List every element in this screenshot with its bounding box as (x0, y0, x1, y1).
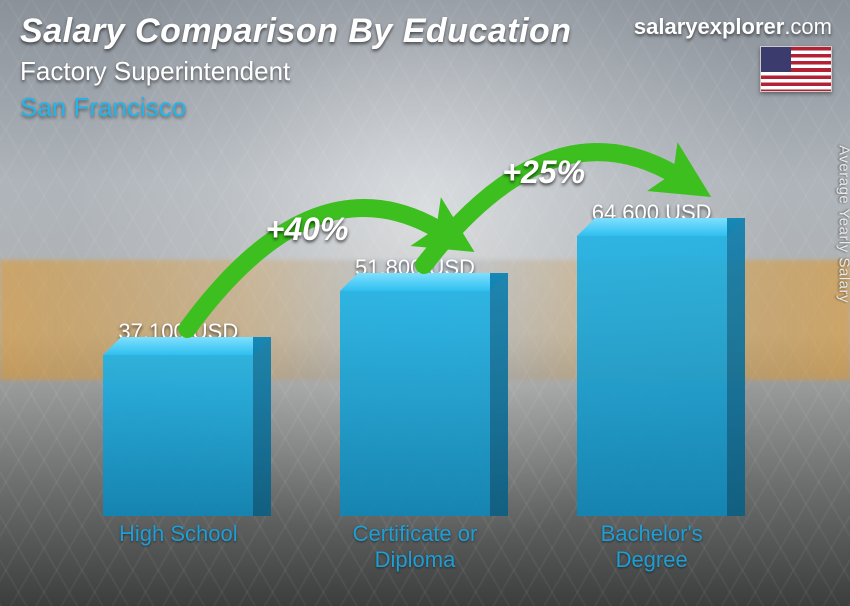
bar-label-2: Bachelor'sDegree (542, 521, 762, 572)
bars-container: 37,100 USD51,800 USD64,600 USD (60, 130, 770, 516)
bar-top-0 (103, 337, 253, 355)
bar-label-1: Certificate orDiploma (305, 521, 525, 572)
job-title: Factory Superintendent (20, 56, 290, 87)
bar-chart: 37,100 USD51,800 USD64,600 USD High Scho… (60, 130, 770, 576)
bar-side-2 (727, 218, 745, 516)
infographic-root: Salary Comparison By Education Factory S… (0, 0, 850, 606)
bar3d-0 (103, 355, 253, 516)
bar-front-1 (340, 291, 490, 516)
x-axis-labels: High School Certificate orDiploma Bachelor… (60, 521, 770, 572)
y-axis-label: Average Yearly Salary (836, 145, 850, 303)
bar-0: 37,100 USD (78, 319, 278, 516)
location-text: San Francisco (20, 92, 186, 122)
page-title: Salary Comparison By Education (20, 12, 572, 51)
bar-1: 51,800 USD (315, 255, 515, 516)
bar-label-0: High School (68, 521, 288, 572)
increase-pct-0: +40% (266, 211, 349, 248)
brand-tld: .com (784, 14, 832, 39)
bar-side-1 (490, 273, 508, 516)
bar-top-2 (577, 218, 727, 236)
bar3d-2 (577, 236, 727, 516)
bar3d-1 (340, 291, 490, 516)
bar-top-1 (340, 273, 490, 291)
country-flag (760, 46, 832, 92)
location-label: San Francisco (20, 92, 186, 123)
brand-name: salaryexplorer (634, 14, 784, 39)
bar-front-0 (103, 355, 253, 516)
flag-canton (761, 47, 791, 72)
increase-pct-1: +25% (502, 154, 585, 191)
bar-side-0 (253, 337, 271, 516)
brand-logo: salaryexplorer.com (634, 14, 832, 40)
bar-2: 64,600 USD (552, 200, 752, 516)
bar-front-2 (577, 236, 727, 516)
